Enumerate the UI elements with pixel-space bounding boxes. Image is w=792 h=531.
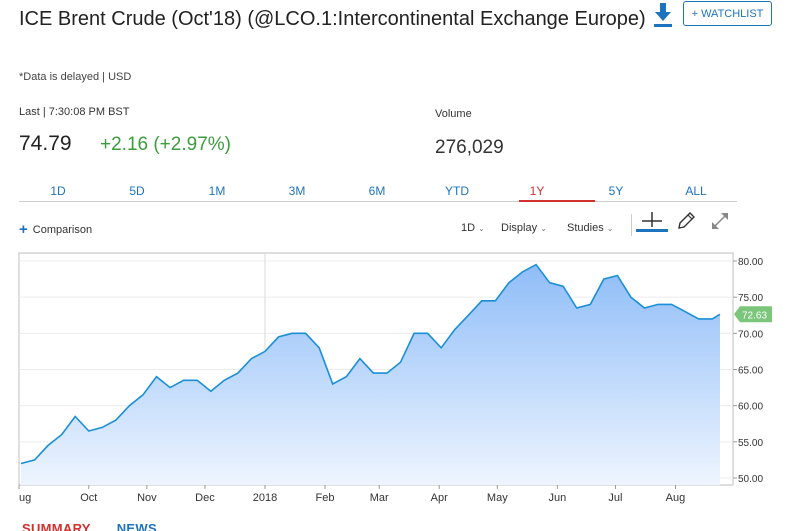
x-tick-label: Mar [370,492,389,504]
plus-icon: + [19,221,28,238]
x-tick-label: May [487,492,508,504]
expand-icon[interactable] [710,211,730,236]
comparison-button[interactable]: + Comparison [19,221,92,238]
last-price: 74.79 [19,132,72,155]
chevron-down-icon: ⌄ [478,224,485,233]
data-delay-note: *Data is delayed | USD [19,71,132,83]
range-tab-all[interactable]: ALL [685,184,707,198]
pencil-icon[interactable] [676,211,696,236]
volume-value: 276,029 [435,137,504,158]
toolbar-divider [631,214,632,236]
range-tab-1m[interactable]: 1M [208,184,226,198]
x-axis: ug Oct Nov Dec 2018 Feb Mar Apr May Jun Jul Aug [18,485,686,504]
crosshair-icon[interactable] [636,211,668,238]
last-value-label: 72.63 [742,310,767,321]
last-trade-label: Last | 7:30:08 PM BST [19,106,130,118]
range-tab-1d[interactable]: 1D [50,184,66,198]
chevron-down-icon: ⌄ [540,224,547,233]
x-tick-label: 2018 [253,492,277,504]
x-tick-label: Jul [608,492,622,504]
range-tab-5y[interactable]: 5Y [608,184,624,198]
tab-summary[interactable]: SUMMARY [22,521,91,531]
tab-news[interactable]: NEWS [116,521,157,531]
x-tick-label: ug [19,492,31,504]
y-tick-label: 55.00 [738,438,763,449]
y-tick-label: 70.00 [738,329,763,340]
range-tab-1y[interactable]: 1Y [529,184,545,198]
display-label: Display [501,222,538,234]
last-value-badge: 72.63 [734,306,772,323]
range-tab-5d[interactable]: 5D [129,184,145,198]
time-range-tabs: 1D 5D 1M 3M 6M YTD 1Y 5Y ALL [19,176,737,202]
x-tick-label: Apr [431,492,448,504]
price-line [20,263,721,465]
active-range-indicator [519,200,595,202]
volume-label: Volume [435,108,472,120]
add-to-watchlist-button[interactable]: + WATCHLIST [683,1,772,26]
y-tick-label: 50.00 [738,474,763,485]
x-tick-label: Dec [195,492,215,504]
download-icon[interactable] [652,2,674,28]
x-tick-label: Oct [80,492,97,504]
interval-label: 1D [461,222,476,234]
display-dropdown[interactable]: Display ⌄ [501,222,547,234]
studies-label: Studies [567,222,604,234]
y-tick-label: 60.00 [738,402,763,413]
range-tab-3m[interactable]: 3M [288,184,306,198]
range-tab-ytd[interactable]: YTD [445,184,469,198]
y-tick-label: 65.00 [738,366,763,377]
y-axis: 80.00 75.00 70.00 65.00 60.00 55.00 50.00 [733,257,763,485]
x-tick-label: Feb [316,492,335,504]
price-area [21,264,720,485]
interval-dropdown[interactable]: 1D ⌄ [461,222,485,234]
y-tick-label: 80.00 [738,257,763,268]
chevron-down-icon: ⌄ [606,224,614,233]
y-tick-label: 75.00 [738,293,763,304]
price-chart[interactable]: 80.00 75.00 70.00 65.00 60.00 55.00 50.00 ug Oc… [0,250,792,518]
x-tick-label: Aug [666,492,686,504]
comparison-label: Comparison [32,224,93,236]
range-tab-6m[interactable]: 6M [368,184,386,198]
x-tick-label: Nov [137,492,157,504]
x-tick-label: Jun [548,492,566,504]
studies-dropdown[interactable]: Studies ⌄ [567,222,613,234]
page-title: ICE Brent Crude (Oct'18) (@LCO.1:Interco… [19,8,646,30]
price-change: +2.16 (+2.97%) [100,134,231,155]
quote-section-tabs: SUMMARY NEWS [22,521,179,531]
